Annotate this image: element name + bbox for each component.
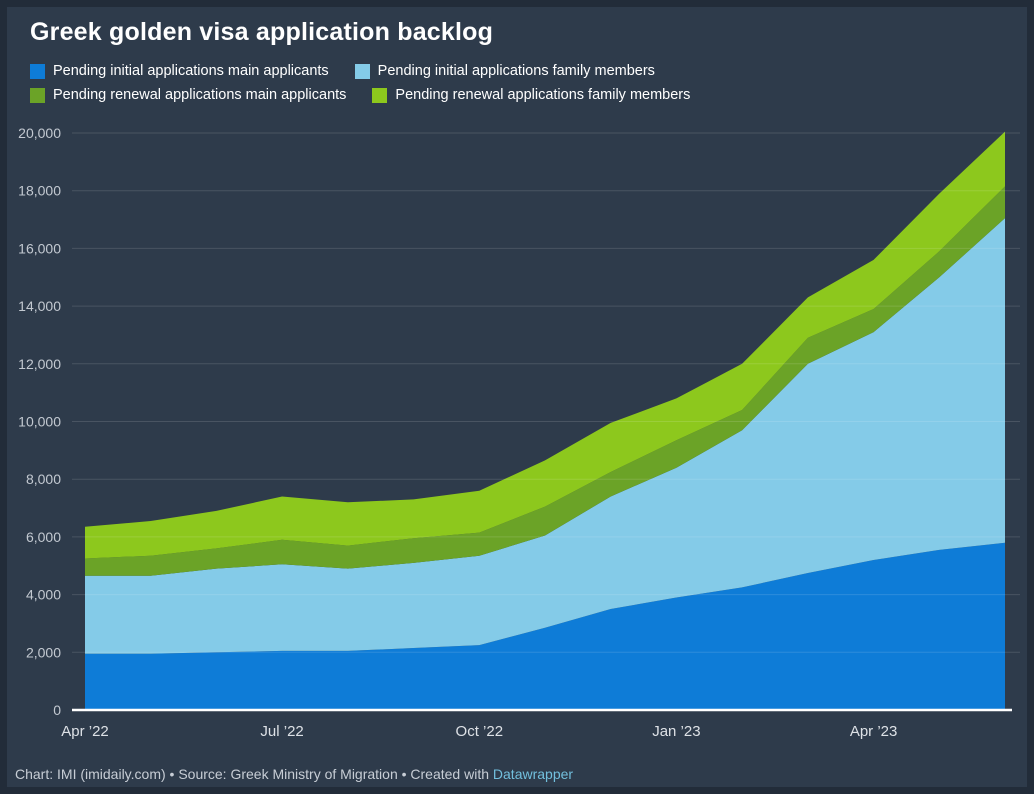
- legend: Pending initial applications main applic…: [30, 63, 990, 103]
- legend-label: Pending renewal applications main applic…: [53, 87, 347, 103]
- y-tick-label: 20,000: [18, 125, 61, 141]
- legend-item-0: Pending initial applications main applic…: [30, 63, 329, 79]
- x-tick-label: Apr ’22: [61, 723, 109, 740]
- footer-text: Chart: IMI (imidaily.com) • Source: Gree…: [15, 766, 493, 782]
- chart-panel: Greek golden visa application backlog Pe…: [7, 7, 1027, 787]
- legend-swatch-icon: [30, 63, 45, 79]
- legend-swatch-icon: [354, 63, 370, 79]
- chart-title: Greek golden visa application backlog: [30, 18, 494, 46]
- y-tick-label: 10,000: [18, 414, 61, 430]
- legend-item-3: Pending renewal applications family memb…: [372, 87, 690, 103]
- y-tick-label: 6,000: [26, 529, 61, 545]
- y-tick-label: 14,000: [18, 298, 61, 314]
- area-band-0: [85, 542, 1005, 710]
- x-tick-label: Jul ’22: [260, 723, 303, 740]
- legend-item-1: Pending initial applications family memb…: [354, 63, 655, 79]
- y-tick-label: 12,000: [18, 356, 61, 372]
- stacked-area-chart: 0 2,000 4,000 6,000 8,000 10,000 12,000 14,000 1…: [18, 125, 1020, 740]
- legend-swatch-icon: [30, 87, 45, 103]
- x-tick-label: Apr ’23: [850, 723, 898, 740]
- legend-label: Pending initial applications main applic…: [53, 63, 329, 79]
- y-tick-label: 4,000: [26, 587, 61, 603]
- legend-item-2: Pending renewal applications main applic…: [30, 87, 346, 103]
- y-tick-label: 16,000: [18, 240, 61, 256]
- y-tick-label: 2,000: [26, 644, 61, 660]
- legend-swatch-icon: [372, 87, 388, 103]
- y-tick-label: 18,000: [18, 183, 61, 199]
- area-band-1: [85, 218, 1005, 654]
- y-tick-label: 0: [53, 702, 61, 718]
- legend-label: Pending initial applications family memb…: [377, 63, 655, 79]
- x-tick-label: Oct ’22: [456, 723, 504, 740]
- area-band-3: [85, 131, 1005, 559]
- y-tick-label: 8,000: [26, 471, 61, 487]
- legend-label: Pending renewal applications family memb…: [395, 87, 691, 103]
- x-tick-label: Jan ’23: [652, 723, 700, 740]
- footer-attribution: Chart: IMI (imidaily.com) • Source: Gree…: [15, 766, 573, 782]
- datawrapper-link[interactable]: Datawrapper: [492, 766, 574, 782]
